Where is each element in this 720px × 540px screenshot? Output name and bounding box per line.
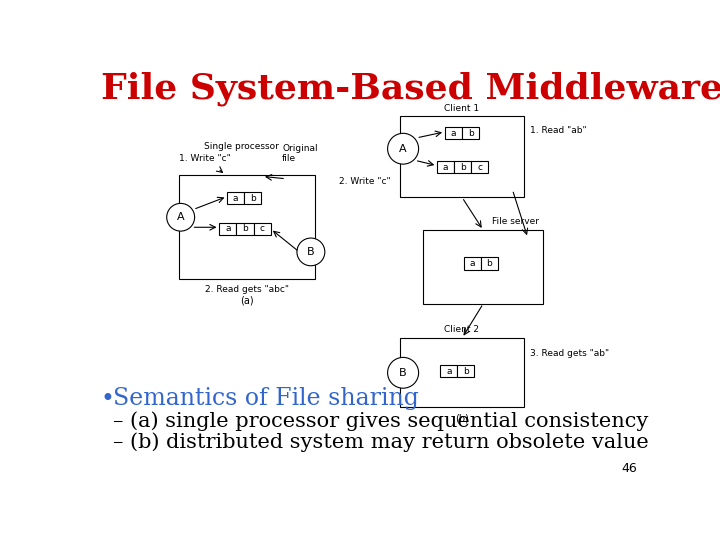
- Text: 2. Read gets "abc": 2. Read gets "abc": [205, 285, 289, 294]
- Text: Client 2: Client 2: [444, 325, 480, 334]
- Bar: [481, 257, 498, 269]
- Bar: [437, 161, 454, 173]
- Text: b: b: [468, 129, 474, 138]
- Text: B: B: [400, 368, 407, 378]
- Text: 46: 46: [621, 462, 637, 475]
- Text: b: b: [250, 193, 256, 202]
- Text: c: c: [259, 224, 264, 233]
- Text: 2. Write "c": 2. Write "c": [339, 177, 391, 186]
- Text: File server: File server: [492, 218, 539, 226]
- Text: Original
file: Original file: [282, 144, 318, 164]
- Text: Single processor: Single processor: [204, 142, 279, 151]
- Bar: [441, 365, 457, 377]
- Bar: [220, 222, 236, 235]
- Text: A: A: [177, 212, 184, 222]
- Text: b: b: [242, 224, 248, 233]
- Text: A: A: [400, 144, 407, 154]
- Text: 1. Write "c": 1. Write "c": [179, 154, 231, 164]
- Circle shape: [167, 204, 194, 231]
- Circle shape: [387, 133, 418, 164]
- Bar: [253, 222, 271, 235]
- Text: 3. Read gets "ab": 3. Read gets "ab": [530, 349, 609, 358]
- Text: a: a: [469, 259, 474, 268]
- Text: (a): (a): [240, 296, 253, 306]
- Text: – (b) distributed system may return obsolete value: – (b) distributed system may return obso…: [113, 432, 649, 452]
- Text: b: b: [486, 259, 492, 268]
- Text: File System-Based Middleware (3): File System-Based Middleware (3): [101, 71, 720, 105]
- Text: a: a: [451, 129, 456, 138]
- Text: •: •: [101, 387, 114, 410]
- Text: a: a: [446, 367, 451, 376]
- Bar: [423, 231, 544, 303]
- Text: Client 1: Client 1: [444, 104, 480, 112]
- Text: B: B: [307, 247, 315, 257]
- Bar: [179, 175, 315, 279]
- Text: a: a: [233, 193, 238, 202]
- Bar: [236, 222, 253, 235]
- Bar: [400, 117, 524, 197]
- Circle shape: [297, 238, 325, 266]
- Bar: [244, 192, 261, 204]
- Text: c: c: [477, 163, 482, 172]
- Text: 1. Read "ab": 1. Read "ab": [530, 126, 587, 135]
- Text: Semantics of File sharing: Semantics of File sharing: [113, 387, 419, 410]
- Text: a: a: [443, 163, 449, 172]
- Text: a: a: [225, 224, 230, 233]
- Bar: [457, 365, 474, 377]
- Text: – (a) single processor gives sequential consistency: – (a) single processor gives sequential …: [113, 411, 649, 431]
- Bar: [400, 338, 524, 408]
- Bar: [454, 161, 472, 173]
- Bar: [228, 192, 244, 204]
- Bar: [462, 127, 479, 139]
- Bar: [464, 257, 481, 269]
- Text: (b): (b): [455, 414, 469, 423]
- Bar: [445, 127, 462, 139]
- Text: b: b: [460, 163, 466, 172]
- Circle shape: [387, 357, 418, 388]
- Text: b: b: [463, 367, 469, 376]
- Bar: [472, 161, 488, 173]
